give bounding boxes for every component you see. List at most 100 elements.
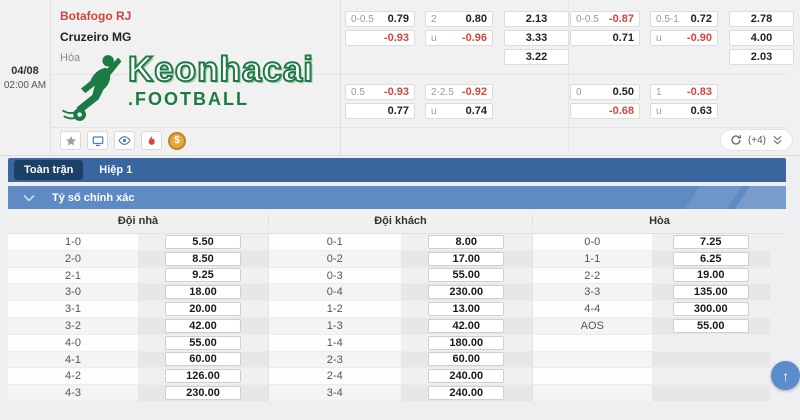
odds-value-box[interactable]: 240.00: [428, 369, 505, 384]
score-group: 1-4 180.00: [268, 334, 532, 351]
odds-box[interactable]: u -0.90: [650, 30, 718, 46]
odds-box[interactable]: 0.77: [345, 103, 415, 119]
odds-value-box[interactable]: 20.00: [165, 302, 241, 317]
odds-box[interactable]: 0-0.5 0.79: [345, 11, 415, 27]
score-group: [532, 334, 770, 351]
odds-value-box[interactable]: 19.00: [672, 268, 749, 283]
odds-box[interactable]: -0.93: [345, 30, 415, 46]
odds-value-box[interactable]: 8.50: [165, 251, 241, 266]
odds-value-box[interactable]: 60.00: [165, 352, 241, 367]
odds-box[interactable]: 0-0.5 -0.87: [570, 11, 640, 27]
odds-box[interactable]: 0.5-1 0.72: [650, 11, 718, 27]
refresh-icon[interactable]: [730, 134, 742, 146]
soccer-player-icon: [62, 55, 122, 121]
away-team-name[interactable]: Cruzeiro MG: [60, 30, 132, 44]
odds-value-box[interactable]: 230.00: [165, 386, 241, 401]
odds-price: 0.79: [387, 13, 409, 25]
odds-box[interactable]: 3.33: [504, 30, 569, 46]
odds-group-ou: 0.5-1 0.72 u -0.90: [650, 11, 718, 49]
odds-value-box[interactable]: 6.25: [672, 251, 749, 266]
odds-value-box[interactable]: 42.00: [165, 318, 241, 333]
odds-box[interactable]: 2-2.5 -0.92: [425, 84, 493, 100]
odds-value-box[interactable]: 180.00: [428, 335, 505, 350]
odds-box[interactable]: 0 0.50: [570, 84, 640, 100]
live-tv-icon[interactable]: [87, 131, 108, 150]
score-group: 2-3 60.00: [268, 351, 532, 368]
hot-flame-icon[interactable]: [141, 131, 162, 150]
odds-box[interactable]: 0.71: [570, 30, 640, 46]
odds-value-box[interactable]: 55.00: [428, 268, 505, 283]
home-team-name[interactable]: Botafogo RJ: [60, 9, 132, 23]
odds-value-box[interactable]: 240.00: [428, 386, 505, 401]
chevron-down-icon[interactable]: [23, 194, 35, 202]
odds-box[interactable]: 2.03: [729, 49, 794, 65]
draw-label: Hòa: [60, 52, 81, 64]
coin-icon[interactable]: $: [168, 131, 186, 150]
odds-value-box[interactable]: 60.00: [428, 352, 505, 367]
watch-eye-icon[interactable]: [114, 131, 135, 150]
score-odds-cell: 19.00: [651, 267, 770, 284]
score-odds-cell: 135.00: [651, 284, 770, 301]
odds-group-x12: 2.13 3.33 3.22: [504, 11, 569, 68]
odds-value-box[interactable]: 55.00: [165, 335, 241, 350]
odds-box[interactable]: 4.00: [729, 30, 794, 46]
odds-value-box[interactable]: 7.25: [672, 234, 749, 249]
odds-value-box[interactable]: 126.00: [165, 369, 241, 384]
score-odds-cell: 240.00: [400, 385, 532, 401]
odds-value-box[interactable]: 300.00: [672, 302, 749, 317]
odds-box[interactable]: 2.13: [504, 11, 569, 27]
score-label: 2-0: [65, 252, 81, 265]
odds-box[interactable]: 0.5 -0.93: [345, 84, 415, 100]
odds-price: -0.83: [686, 86, 712, 98]
odds-price: -0.96: [461, 32, 487, 44]
score-odds-cell: 9.25: [138, 267, 268, 284]
score-label: [533, 335, 652, 351]
section-title: Tỷ số chính xác: [52, 191, 135, 204]
score-odds-cell: 42.00: [400, 317, 532, 334]
odds-value-box[interactable]: 17.00: [428, 251, 505, 266]
tab-first-half[interactable]: Hiệp 1: [99, 164, 133, 176]
column-header-away: Đội khách: [268, 215, 532, 227]
odds-box[interactable]: 2 0.80: [425, 11, 493, 27]
scroll-to-top-button[interactable]: ↑: [771, 361, 800, 390]
odds-box[interactable]: -0.68: [570, 103, 640, 119]
table-row: 4-1 60.00 2-3 60.00: [8, 351, 770, 369]
odds-box[interactable]: u 0.74: [425, 103, 493, 119]
score-group: 2-1 9.25: [8, 267, 268, 284]
double-chevron-down-icon[interactable]: [772, 134, 783, 146]
odds-value-box[interactable]: 55.00: [672, 318, 749, 333]
score-label: AOS: [580, 319, 604, 332]
odds-value-box[interactable]: 9.25: [165, 268, 241, 283]
table-row: 1-0 5.50 0-1 8.00 0-0 7.25: [8, 234, 770, 251]
score-group: 3-2 42.00: [8, 317, 268, 334]
score-label: 1-2: [326, 303, 343, 316]
odds-line-label: u: [431, 105, 437, 117]
odds-box[interactable]: 3.22: [504, 49, 569, 65]
odds-group-ou: 2 0.80 u -0.96: [425, 11, 493, 49]
score-odds-cell: 126.00: [138, 368, 268, 385]
odds-box[interactable]: u -0.96: [425, 30, 493, 46]
odds-group-ou: 1 -0.83 u 0.63: [650, 84, 718, 122]
odds-box[interactable]: 1 -0.83: [650, 84, 718, 100]
odds-value-box[interactable]: 5.50: [165, 234, 241, 249]
table-row: 4-2 126.00 2-4 240.00: [8, 368, 770, 386]
score-label: [533, 385, 652, 401]
score-group: [532, 351, 770, 368]
odds-value-box[interactable]: 135.00: [672, 285, 749, 300]
odds-value-box[interactable]: 230.00: [428, 285, 505, 300]
correct-score-section-header[interactable]: Tỷ số chính xác: [8, 186, 786, 209]
odds-box[interactable]: 2.78: [729, 11, 794, 27]
odds-value-box[interactable]: 18.00: [165, 285, 241, 300]
favorite-star-icon[interactable]: [60, 131, 81, 150]
odds-value-box[interactable]: 13.00: [428, 302, 505, 317]
score-group: 1-2 13.00: [268, 301, 532, 317]
score-label: 3-0: [65, 286, 81, 299]
score-label: 3-1: [65, 303, 81, 316]
tab-full-match[interactable]: Toàn trận: [14, 160, 84, 180]
odds-box[interactable]: u 0.63: [650, 103, 718, 119]
score-odds-cell: 180.00: [400, 334, 532, 351]
score-odds-cell: 60.00: [400, 351, 532, 368]
odds-price: 0.71: [612, 32, 634, 44]
odds-value-box[interactable]: 42.00: [428, 318, 505, 333]
odds-value-box[interactable]: 8.00: [428, 234, 505, 249]
